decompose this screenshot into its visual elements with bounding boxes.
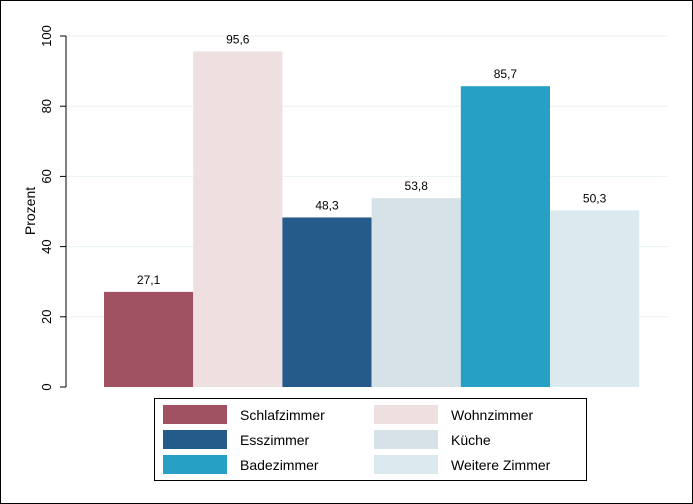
bar [193,51,283,387]
legend-swatch [163,430,227,449]
legend-label: Schlafzimmer [240,407,325,423]
legend-swatch [163,455,227,474]
legend-swatch [374,430,438,449]
legend-label: Esszimmer [240,432,310,448]
bar [371,198,461,387]
data-label: 27,1 [137,273,161,287]
data-label: 53,8 [405,179,429,193]
y-tick-label: 100 [39,25,54,47]
legend-swatch [163,405,227,424]
bar [550,210,640,387]
legend-label: Wohnzimmer [451,407,534,423]
legend-label: Weitere Zimmer [451,457,551,473]
y-tick-label: 80 [39,99,54,113]
bar [282,217,372,387]
data-label: 85,7 [494,67,518,81]
y-tick-label: 60 [39,169,54,183]
y-tick-label: 20 [39,310,54,324]
legend-swatch [374,405,438,424]
bar [460,86,550,388]
legend: Schlafzimmer Wohnzimmer Esszimmer Küche Bade… [154,398,587,481]
legend-label: Badezimmer [240,457,319,473]
y-tick-label: 0 [39,383,54,390]
y-tick-label: 40 [39,239,54,253]
y-axis: 0 20 40 60 80 100 [39,25,67,391]
y-axis-label: Prozent [22,187,38,235]
bars [104,51,640,388]
data-label: 50,3 [583,191,607,205]
data-labels: 27,1 95,6 48,3 53,8 85,7 50,3 [137,32,607,286]
data-label: 95,6 [226,32,250,46]
bar [104,291,194,387]
legend-label: Küche [451,432,491,448]
legend-swatch [374,455,438,474]
data-label: 48,3 [315,198,339,212]
